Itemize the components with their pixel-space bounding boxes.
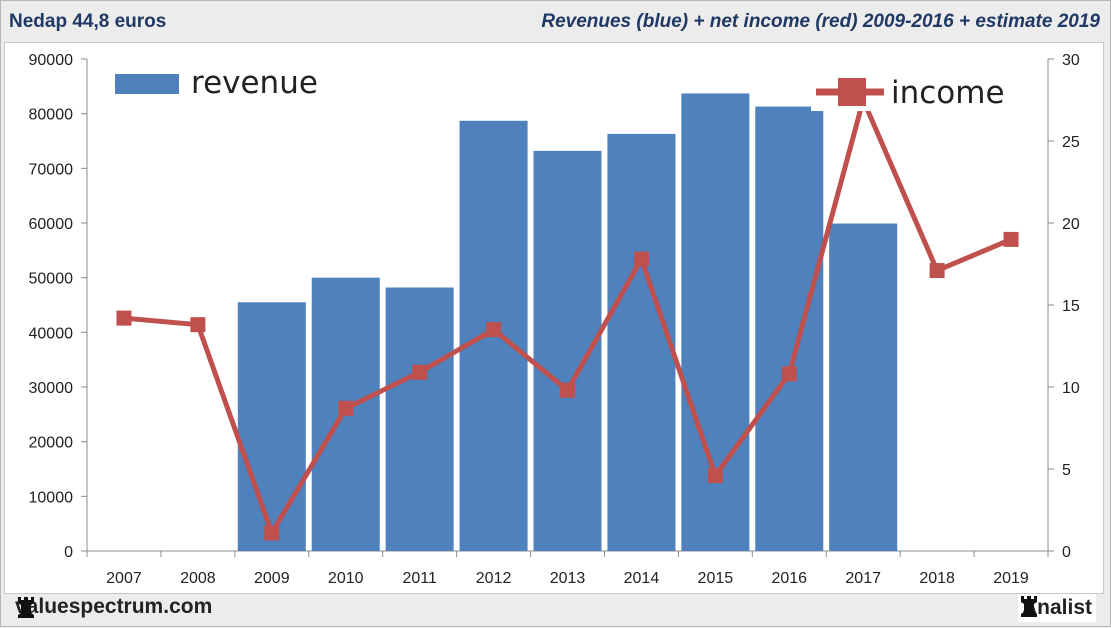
right-tick-label: 30 bbox=[1062, 52, 1080, 69]
legend-revenue-label: revenue bbox=[191, 65, 318, 101]
x-tick-label: 2017 bbox=[845, 570, 881, 587]
left-tick-label: 50000 bbox=[29, 271, 74, 288]
x-tick-label: 2009 bbox=[254, 570, 290, 587]
x-tick-label: 2019 bbox=[993, 570, 1029, 587]
income-point bbox=[1003, 231, 1019, 247]
x-tick-label: 2008 bbox=[180, 570, 216, 587]
footer-brand: valuespectrum.com bbox=[15, 595, 212, 619]
income-point bbox=[707, 468, 723, 484]
x-tick-label: 2018 bbox=[919, 570, 955, 587]
chart-title: Revenues (blue) + net income (red) 2009-… bbox=[541, 11, 1100, 32]
revenue-bar bbox=[385, 287, 454, 551]
x-tick-label: 2015 bbox=[698, 570, 734, 587]
footer-site-text: valuespectrum.com bbox=[15, 595, 213, 618]
left-tick-label: 90000 bbox=[29, 52, 74, 69]
rook-icon bbox=[18, 597, 34, 618]
left-tick-label: 80000 bbox=[29, 107, 74, 124]
left-tick-label: 30000 bbox=[29, 380, 74, 397]
income-point bbox=[190, 317, 206, 333]
income-point bbox=[264, 525, 280, 541]
legend-income-label: income bbox=[891, 75, 1005, 111]
income-point bbox=[486, 322, 502, 338]
revenue-bar bbox=[755, 106, 824, 551]
income-point bbox=[412, 364, 428, 380]
revenue-bar bbox=[607, 133, 676, 552]
x-tick-label: 2014 bbox=[624, 570, 660, 587]
right-tick-label: 5 bbox=[1062, 462, 1071, 479]
right-tick-label: 15 bbox=[1062, 298, 1080, 315]
left-tick-label: 70000 bbox=[29, 161, 74, 178]
left-tick-label: 20000 bbox=[29, 435, 74, 452]
revenue-bar bbox=[237, 302, 306, 551]
income-point bbox=[633, 251, 649, 267]
revenue-bar bbox=[829, 223, 898, 551]
income-point bbox=[560, 382, 575, 398]
legend-revenue-swatch bbox=[115, 74, 179, 94]
rook-icon bbox=[1020, 596, 1037, 617]
x-tick-label: 2012 bbox=[476, 570, 512, 587]
right-tick-label: 10 bbox=[1062, 380, 1080, 397]
income-point bbox=[116, 310, 132, 326]
income-point bbox=[929, 263, 945, 279]
left-tick-label: 60000 bbox=[29, 216, 74, 233]
left-tick-label: 0 bbox=[64, 544, 73, 561]
x-tick-label: 2011 bbox=[402, 570, 437, 587]
x-tick-label: 2010 bbox=[328, 570, 364, 587]
left-tick-label: 40000 bbox=[29, 325, 74, 342]
income-point bbox=[338, 400, 354, 416]
right-tick-label: 20 bbox=[1062, 216, 1080, 233]
x-tick-label: 2007 bbox=[106, 570, 142, 587]
income-point bbox=[781, 366, 797, 382]
right-tick-label: 0 bbox=[1062, 544, 1071, 561]
left-tick-label: 10000 bbox=[29, 489, 74, 506]
footer-analist: Analist bbox=[1017, 594, 1096, 622]
right-tick-label: 25 bbox=[1062, 134, 1080, 151]
x-tick-label: 2016 bbox=[771, 570, 807, 587]
footer-analist-text: Analist bbox=[1021, 596, 1092, 619]
x-tick-label: 2013 bbox=[550, 570, 586, 587]
legend-income-swatch-marker bbox=[838, 78, 866, 106]
stock-title: Nedap 44,8 euros bbox=[9, 11, 167, 32]
